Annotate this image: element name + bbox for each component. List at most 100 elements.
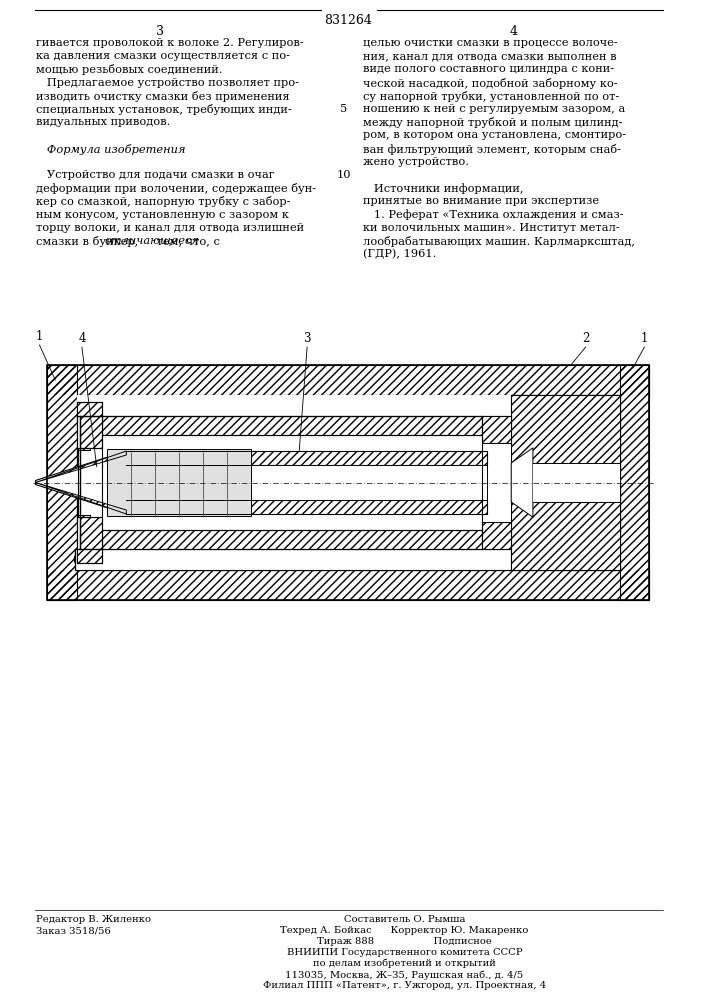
Bar bbox=[77, 395, 511, 416]
Text: Составитель О. Рымша: Составитель О. Рымша bbox=[344, 915, 465, 924]
Text: су напорной трубки, установленной по от-: су напорной трубки, установленной по от- bbox=[363, 91, 619, 102]
Text: между напорной трубкой и полым цилинд-: между напорной трубкой и полым цилинд- bbox=[363, 117, 623, 128]
Bar bbox=[47, 365, 649, 395]
Text: 4: 4 bbox=[509, 25, 518, 38]
Text: по делам изобретений и открытий: по делам изобретений и открытий bbox=[313, 959, 496, 968]
Bar bbox=[481, 522, 511, 549]
Bar bbox=[481, 522, 511, 549]
Bar bbox=[127, 500, 486, 514]
Bar bbox=[533, 463, 620, 502]
Text: Формула изобретения: Формула изобретения bbox=[35, 144, 185, 155]
Bar bbox=[511, 395, 620, 570]
Bar bbox=[75, 549, 511, 570]
Bar bbox=[511, 463, 620, 502]
Bar bbox=[620, 365, 649, 600]
Text: 7: 7 bbox=[201, 547, 208, 560]
Text: 1. Реферат «Техника охлаждения и смаз-: 1. Реферат «Техника охлаждения и смаз- bbox=[363, 210, 624, 220]
Text: мощью резьбовых соединений.: мощью резьбовых соединений. bbox=[35, 64, 222, 75]
Text: ром, в котором она установлена, смонтиро-: ром, в котором она установлена, смонтиро… bbox=[363, 130, 626, 140]
Bar bbox=[77, 402, 102, 416]
Bar bbox=[127, 451, 486, 465]
Bar bbox=[102, 416, 481, 435]
Text: ка давления смазки осуществляется с по-: ка давления смазки осуществляется с по- bbox=[35, 51, 290, 61]
Bar bbox=[75, 549, 77, 570]
Bar bbox=[481, 416, 511, 443]
Text: ния, канал для отвода смазки выполнен в: ния, канал для отвода смазки выполнен в bbox=[363, 51, 617, 61]
Text: ческой насадкой, подобной заборному ко-: ческой насадкой, подобной заборному ко- bbox=[363, 78, 618, 89]
Text: 2: 2 bbox=[582, 332, 590, 345]
Bar bbox=[80, 416, 102, 448]
Text: ки волочильных машин». Институт метал-: ки волочильных машин». Институт метал- bbox=[363, 223, 620, 233]
Text: (ГДР), 1961.: (ГДР), 1961. bbox=[363, 249, 436, 260]
Bar bbox=[102, 530, 481, 549]
Text: 113035, Москва, Ж–35, Раушская наб., д. 4/5: 113035, Москва, Ж–35, Раушская наб., д. … bbox=[286, 970, 524, 980]
Bar bbox=[80, 517, 102, 549]
Bar bbox=[78, 515, 90, 517]
Text: изводить очистку смазки без применения: изводить очистку смазки без применения bbox=[35, 91, 289, 102]
Text: кер со смазкой, напорную трубку с забор-: кер со смазкой, напорную трубку с забор- bbox=[35, 196, 290, 207]
Text: Редактор В. Жиленко: Редактор В. Жиленко bbox=[35, 915, 151, 924]
Bar bbox=[127, 465, 486, 500]
Text: ным конусом, установленную с зазором к: ным конусом, установленную с зазором к bbox=[35, 210, 288, 220]
Bar bbox=[47, 365, 649, 600]
Bar bbox=[481, 416, 511, 443]
Polygon shape bbox=[511, 448, 533, 517]
Text: 5: 5 bbox=[340, 104, 347, 114]
Bar bbox=[77, 402, 102, 416]
Bar bbox=[127, 500, 486, 514]
Text: принятые во внимание при экспертизе: принятые во внимание при экспертизе bbox=[363, 196, 600, 206]
Text: тем, что, с: тем, что, с bbox=[153, 236, 220, 246]
Bar bbox=[47, 570, 649, 600]
Bar bbox=[47, 570, 649, 600]
Text: лообрабатывающих машин. Карлмарксштад,: лообрабатывающих машин. Карлмарксштад, bbox=[363, 236, 635, 247]
Text: видуальных приводов.: видуальных приводов. bbox=[35, 117, 170, 127]
Text: Филиал ППП «Патент», г. Ужгород, ул. Проектная, 4: Филиал ППП «Патент», г. Ужгород, ул. Про… bbox=[263, 981, 547, 990]
Bar bbox=[511, 395, 620, 570]
Bar bbox=[78, 515, 90, 517]
Bar bbox=[80, 416, 102, 448]
Bar bbox=[80, 517, 102, 549]
Bar bbox=[47, 365, 649, 395]
Text: 3: 3 bbox=[156, 25, 164, 38]
Text: отличающееся: отличающееся bbox=[105, 236, 199, 246]
Text: Техред А. Бойкас      Корректор Ю. Макаренко: Техред А. Бойкас Корректор Ю. Макаренко bbox=[281, 926, 529, 935]
Text: виде полого составного цилиндра с кони-: виде полого составного цилиндра с кони- bbox=[363, 64, 614, 74]
Text: 3: 3 bbox=[303, 332, 311, 345]
Text: 831264: 831264 bbox=[325, 14, 373, 27]
Text: ношению к ней с регулируемым зазором, а: ношению к ней с регулируемым зазором, а bbox=[363, 104, 626, 114]
Text: ВНИИПИ Государственного комитета СССР: ВНИИПИ Государственного комитета СССР bbox=[287, 948, 522, 957]
Text: жено устройство.: жено устройство. bbox=[363, 157, 469, 167]
Polygon shape bbox=[35, 451, 127, 514]
Text: ван фильтрующий элемент, которым снаб-: ван фильтрующий элемент, которым снаб- bbox=[363, 144, 621, 155]
Text: 1: 1 bbox=[36, 330, 43, 343]
Bar bbox=[78, 448, 90, 450]
Bar bbox=[47, 365, 77, 600]
Bar bbox=[102, 530, 481, 549]
Text: Источники информации,: Источники информации, bbox=[363, 183, 524, 194]
Text: целью очистки смазки в процессе волоче-: целью очистки смазки в процессе волоче- bbox=[363, 38, 618, 48]
Text: специальных установок, требующих инди-: специальных установок, требующих инди- bbox=[35, 104, 291, 115]
Text: Заказ 3518/56: Заказ 3518/56 bbox=[35, 927, 110, 936]
Bar bbox=[47, 365, 77, 600]
Text: Тираж 888                   Подписное: Тираж 888 Подписное bbox=[317, 937, 492, 946]
Bar bbox=[77, 549, 102, 563]
Text: 1: 1 bbox=[641, 332, 648, 345]
Bar bbox=[107, 449, 251, 516]
Bar bbox=[77, 549, 102, 563]
Text: Предлагаемое устройство позволяет про-: Предлагаемое устройство позволяет про- bbox=[35, 78, 298, 88]
Text: 6: 6 bbox=[72, 554, 80, 567]
Text: 4: 4 bbox=[78, 332, 86, 345]
Text: смазки в бункер,: смазки в бункер, bbox=[35, 236, 141, 247]
Text: Устройство для подачи смазки в очаг: Устройство для подачи смазки в очаг bbox=[35, 170, 274, 180]
Text: гивается проволокой к волоке 2. Регулиров-: гивается проволокой к волоке 2. Регулиро… bbox=[35, 38, 303, 48]
Text: торцу волоки, и канал для отвода излишней: торцу волоки, и канал для отвода излишне… bbox=[35, 223, 303, 233]
Text: деформации при волочении, содержащее бун-: деформации при волочении, содержащее бун… bbox=[35, 183, 315, 194]
Bar bbox=[620, 365, 649, 600]
Bar bbox=[102, 416, 481, 435]
Text: 5: 5 bbox=[246, 554, 253, 567]
Text: 10: 10 bbox=[337, 170, 351, 180]
Bar bbox=[481, 443, 511, 522]
Bar bbox=[77, 395, 620, 570]
Bar bbox=[127, 451, 486, 465]
Bar bbox=[78, 448, 90, 450]
